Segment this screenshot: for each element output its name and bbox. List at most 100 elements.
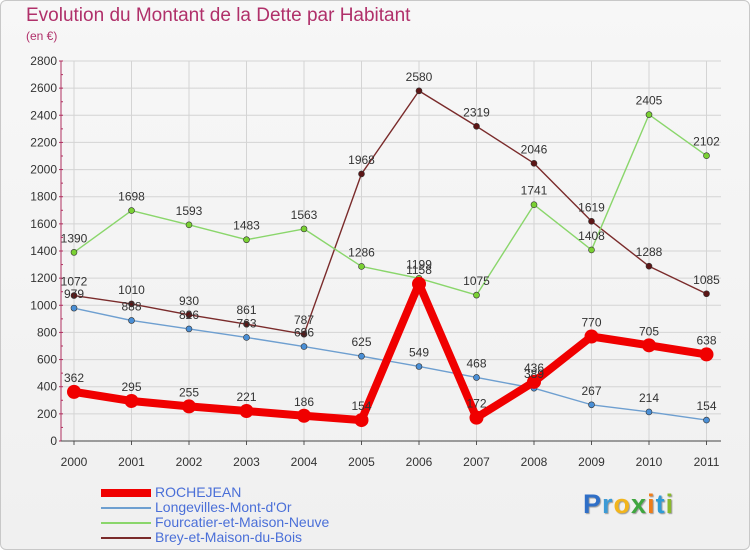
data-label-fourcatier-et-maison-neuve: 1286 — [348, 245, 375, 259]
point-brey-et-maison-du-bois — [530, 160, 538, 167]
logo-letter: t — [655, 489, 666, 519]
axes: 0 200 400 600 800 1000 1200 1400 1600 1800 2000 220… — [30, 54, 721, 469]
y-tick-label: 600 — [37, 353, 57, 367]
data-label-rochejean: 436 — [524, 361, 544, 375]
data-labels: 1072 1010 930 861 787 1968 2580 2319 2046 1619 128… — [61, 70, 721, 413]
point-brey-et-maison-du-bois — [358, 170, 365, 178]
proxiti-logo: Proxiti — [583, 489, 674, 520]
point-longevilles-mont-d-or — [588, 401, 595, 409]
data-label-longevilles-mont-d-or: 979 — [64, 287, 84, 301]
data-label-longevilles-mont-d-or: 888 — [121, 299, 141, 313]
data-label-longevilles-mont-d-or: 214 — [639, 391, 659, 405]
legend-label-brey-et-maison-du-bois: Brey-et-Maison-du-Bois — [155, 529, 303, 545]
data-label-fourcatier-et-maison-neuve: 1075 — [463, 274, 490, 288]
point-brey-et-maison-du-bois — [300, 330, 308, 338]
legend-label-rochejean: ROCHEJEAN — [155, 484, 242, 500]
y-tick-label: 800 — [37, 325, 57, 339]
point-rochejean — [182, 399, 196, 414]
y-tick-label: 1000 — [30, 298, 57, 312]
point-rochejean — [239, 404, 254, 419]
point-brey-et-maison-du-bois — [473, 122, 480, 130]
x-tick-label: 2005 — [348, 455, 375, 469]
data-label-rochejean: 295 — [121, 380, 141, 394]
point-rochejean — [527, 374, 541, 389]
data-label-brey-et-maison-du-bois: 787 — [294, 313, 314, 327]
point-fourcatier-et-maison-neuve — [185, 221, 193, 229]
data-label-rochejean: 221 — [236, 390, 256, 404]
legend-item-fourcatier-et-maison-neuve: Fourcatier-et-Maison-Neuve — [101, 514, 401, 530]
point-fourcatier-et-maison-neuve — [70, 249, 78, 256]
series-line-fourcatier-et-maison-neuve — [73, 113, 707, 296]
data-label-brey-et-maison-du-bois: 2319 — [463, 105, 490, 119]
x-tick-label: 2007 — [463, 455, 490, 469]
data-label-brey-et-maison-du-bois: 1085 — [693, 273, 720, 287]
data-label-rochejean: 1158 — [406, 263, 432, 277]
data-label-longevilles-mont-d-or: 549 — [409, 345, 429, 359]
point-fourcatier-et-maison-neuve — [645, 111, 653, 118]
point-fourcatier-et-maison-neuve — [703, 152, 710, 160]
legend-item-longevilles-mont-d-or: Longevilles-Mont-d'Or — [101, 499, 401, 515]
point-rochejean — [67, 384, 81, 399]
legend-label-fourcatier-et-maison-neuve: Fourcatier-et-Maison-Neuve — [155, 514, 330, 530]
data-label-brey-et-maison-du-bois: 2580 — [406, 70, 433, 84]
point-brey-et-maison-du-bois — [703, 290, 710, 298]
point-fourcatier-et-maison-neuve — [588, 246, 595, 254]
point-rochejean — [297, 408, 311, 423]
data-label-fourcatier-et-maison-neuve: 1593 — [176, 204, 203, 218]
x-tick-label: 2004 — [291, 455, 318, 469]
data-label-rochejean: 770 — [581, 316, 601, 330]
y-tick-label: 200 — [37, 407, 57, 421]
y-tick-label: 2000 — [30, 163, 57, 177]
data-label-brey-et-maison-du-bois: 1288 — [636, 245, 663, 259]
data-label-brey-et-maison-du-bois: 930 — [179, 294, 199, 308]
legend: ROCHEJEAN Longevilles-Mont-d'Or Fourcatier… — [101, 484, 401, 545]
data-label-longevilles-mont-d-or: 696 — [294, 326, 314, 340]
point-fourcatier-et-maison-neuve — [128, 207, 135, 214]
x-tick-label: 2002 — [176, 455, 203, 469]
data-label-brey-et-maison-du-bois: 2046 — [521, 142, 548, 156]
point-brey-et-maison-du-bois — [128, 300, 135, 308]
point-longevilles-mont-d-or — [645, 408, 653, 416]
point-longevilles-mont-d-or — [473, 374, 480, 381]
legend-label-longevilles-mont-d-or: Longevilles-Mont-d'Or — [155, 499, 292, 515]
chart-subtitle: (en €) — [26, 29, 58, 43]
line-chart: 0 200 400 600 800 1000 1200 1400 1600 1800 2000 220… — [30, 54, 721, 469]
logo-letter: x — [631, 489, 648, 519]
data-label-rochejean: 172 — [466, 397, 486, 411]
y-tick-label: 0 — [50, 434, 57, 448]
data-label-rochejean: 362 — [64, 371, 84, 385]
series-line-brey-et-maison-du-bois — [73, 90, 707, 335]
point-fourcatier-et-maison-neuve — [300, 225, 308, 233]
legend-swatch-rochejean — [101, 489, 151, 497]
point-rochejean — [354, 413, 369, 428]
point-longevilles-mont-d-or — [358, 352, 365, 360]
point-longevilles-mont-d-or — [703, 416, 710, 424]
logo-letter: i — [665, 489, 675, 519]
data-label-fourcatier-et-maison-neuve: 2102 — [693, 135, 720, 149]
data-label-longevilles-mont-d-or: 154 — [696, 399, 716, 413]
data-label-fourcatier-et-maison-neuve: 1741 — [521, 184, 548, 198]
data-label-longevilles-mont-d-or: 468 — [466, 356, 486, 370]
data-label-rochejean: 638 — [696, 333, 716, 347]
data-label-rochejean: 255 — [179, 385, 199, 399]
point-longevilles-mont-d-or — [415, 363, 423, 370]
point-brey-et-maison-du-bois — [645, 262, 653, 270]
data-label-longevilles-mont-d-or: 389 — [524, 367, 544, 381]
legend-item-rochejean: ROCHEJEAN — [101, 484, 401, 500]
legend-swatch-longevilles-mont-d-or — [101, 507, 151, 509]
y-tick-label: 1400 — [30, 244, 57, 258]
point-longevilles-mont-d-or — [243, 334, 250, 341]
y-tick-label: 1600 — [30, 217, 57, 231]
y-tick-label: 2800 — [30, 54, 57, 68]
data-label-fourcatier-et-maison-neuve: 1199 — [406, 257, 432, 271]
y-tick-label: 1800 — [30, 190, 57, 204]
data-label-longevilles-mont-d-or: 267 — [581, 384, 601, 398]
point-brey-et-maison-du-bois — [243, 320, 250, 328]
data-label-brey-et-maison-du-bois: 1619 — [578, 200, 605, 214]
x-tick-label: 2008 — [521, 455, 548, 469]
point-rochejean — [124, 393, 139, 408]
data-label-fourcatier-et-maison-neuve: 1698 — [118, 190, 145, 204]
point-fourcatier-et-maison-neuve — [530, 201, 538, 209]
point-brey-et-maison-du-bois — [415, 87, 423, 95]
data-label-brey-et-maison-du-bois: 861 — [236, 303, 256, 317]
